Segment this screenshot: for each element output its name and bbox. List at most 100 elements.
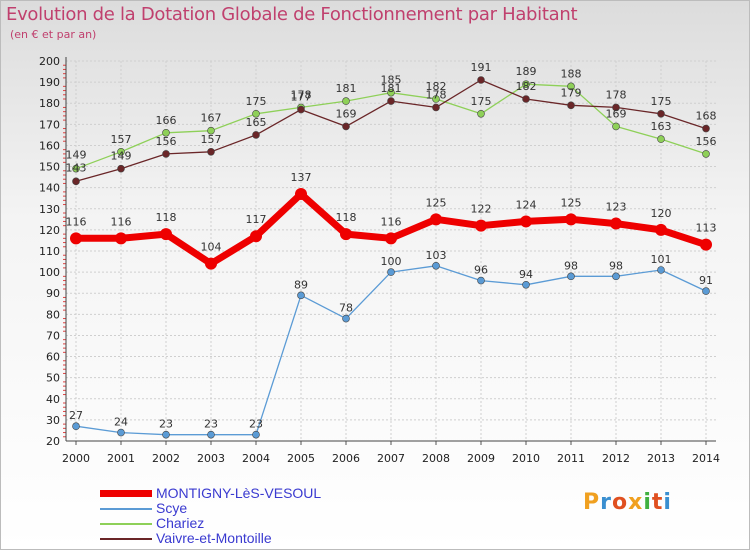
data-label: 179 — [561, 86, 582, 99]
y-tick-label: 40 — [46, 393, 60, 406]
data-label: 118 — [336, 211, 357, 224]
data-point — [520, 215, 532, 228]
data-label: 163 — [651, 120, 672, 133]
data-label: 23 — [204, 418, 218, 431]
y-tick-label: 80 — [46, 308, 60, 321]
data-label: 117 — [246, 213, 267, 226]
data-label: 168 — [696, 110, 717, 123]
data-point — [477, 276, 485, 285]
logo-letter: x — [628, 490, 644, 515]
data-point — [250, 230, 262, 243]
data-label: 191 — [471, 61, 492, 74]
data-point — [115, 232, 127, 245]
y-tick-label: 90 — [46, 287, 60, 300]
data-point — [475, 219, 487, 232]
data-label: 175 — [471, 95, 492, 108]
logo-letter: P — [583, 490, 601, 515]
data-point — [117, 428, 125, 437]
data-label: 23 — [249, 418, 263, 431]
data-label: 149 — [66, 149, 87, 162]
x-axis-ticks: 2000 2001 2002 2003 2004 2005 2006 2007 2008 2009… — [62, 452, 720, 465]
data-point — [612, 122, 620, 131]
data-label: 188 — [561, 67, 582, 80]
logo-letter: o — [611, 490, 629, 515]
x-tick-label: 2011 — [557, 452, 585, 465]
data-label: 116 — [66, 215, 87, 228]
data-point — [657, 135, 665, 143]
data-point — [432, 261, 440, 270]
data-point — [342, 97, 350, 105]
data-label: 178 — [426, 88, 447, 101]
data-label: 27 — [69, 409, 83, 422]
data-label: 157 — [111, 133, 132, 146]
data-label: 156 — [156, 135, 177, 148]
x-tick-label: 2006 — [332, 452, 360, 465]
x-tick-label: 2013 — [647, 452, 675, 465]
data-point — [477, 109, 485, 118]
data-label: 78 — [339, 302, 353, 315]
data-point — [565, 213, 577, 226]
data-label: 167 — [201, 112, 222, 125]
data-label: 124 — [516, 198, 537, 211]
data-label: 101 — [651, 253, 672, 266]
data-label: 122 — [471, 203, 492, 216]
data-point — [522, 95, 530, 103]
data-label: 100 — [381, 255, 402, 268]
data-point — [387, 97, 395, 105]
y-tick-label: 60 — [46, 351, 60, 364]
data-label: 165 — [246, 116, 267, 129]
data-point — [70, 232, 82, 245]
y-tick-label: 130 — [39, 203, 60, 216]
y-tick-label: 120 — [39, 224, 60, 237]
data-label: 125 — [426, 196, 447, 209]
data-label: 24 — [114, 416, 128, 429]
data-point — [207, 126, 215, 135]
data-point — [387, 88, 395, 97]
y-tick-label: 160 — [39, 139, 60, 152]
data-label: 118 — [156, 211, 177, 224]
y-axis-ticks: 20 30 40 50 60 70 80 90 100 110 120 130 140 150 160 170… — [39, 55, 60, 448]
x-tick-label: 2009 — [467, 452, 495, 465]
x-tick-label: 2003 — [197, 452, 225, 465]
data-label: 123 — [606, 201, 627, 214]
data-label: 181 — [381, 82, 402, 95]
data-point — [567, 82, 575, 91]
data-label: 175 — [246, 95, 267, 108]
legend-swatch — [100, 490, 152, 497]
data-point — [297, 291, 305, 300]
y-tick-label: 180 — [39, 97, 60, 110]
proxiti-logo: Proxiti — [583, 490, 672, 515]
y-tick-label: 140 — [39, 182, 60, 195]
line-chart: 20 30 40 50 60 70 80 90 100 110 120 130 140 150 160 170… — [39, 55, 720, 465]
x-tick-label: 2008 — [422, 452, 450, 465]
data-point — [72, 177, 80, 186]
y-tick-label: 30 — [46, 414, 60, 427]
data-label: 116 — [381, 215, 402, 228]
chart-subtitle: (en € et par an) — [10, 28, 97, 41]
data-point — [342, 122, 350, 131]
x-tick-label: 2014 — [692, 452, 720, 465]
y-tick-label: 70 — [46, 329, 60, 342]
x-tick-label: 2004 — [242, 452, 270, 465]
data-point — [162, 128, 170, 137]
data-label: 94 — [519, 268, 533, 281]
grid-lines — [66, 60, 716, 442]
data-label: 98 — [609, 259, 623, 272]
x-tick-label: 2000 — [62, 452, 90, 465]
data-point — [117, 164, 125, 173]
x-tick-label: 2012 — [602, 452, 630, 465]
legend-label: Vaivre-et-Montoille — [156, 530, 272, 546]
logo-letter: t — [651, 490, 664, 515]
data-point — [702, 124, 710, 133]
y-tick-label: 20 — [46, 435, 60, 448]
data-label: 125 — [561, 196, 582, 209]
y-tick-label: 190 — [39, 76, 60, 89]
y-tick-label: 100 — [39, 266, 60, 279]
data-point — [477, 76, 485, 84]
data-label: 189 — [516, 65, 537, 78]
data-point — [160, 228, 172, 241]
data-label: 104 — [201, 241, 222, 254]
data-point — [432, 103, 440, 112]
data-point — [702, 287, 710, 295]
data-label: 185 — [381, 74, 402, 87]
